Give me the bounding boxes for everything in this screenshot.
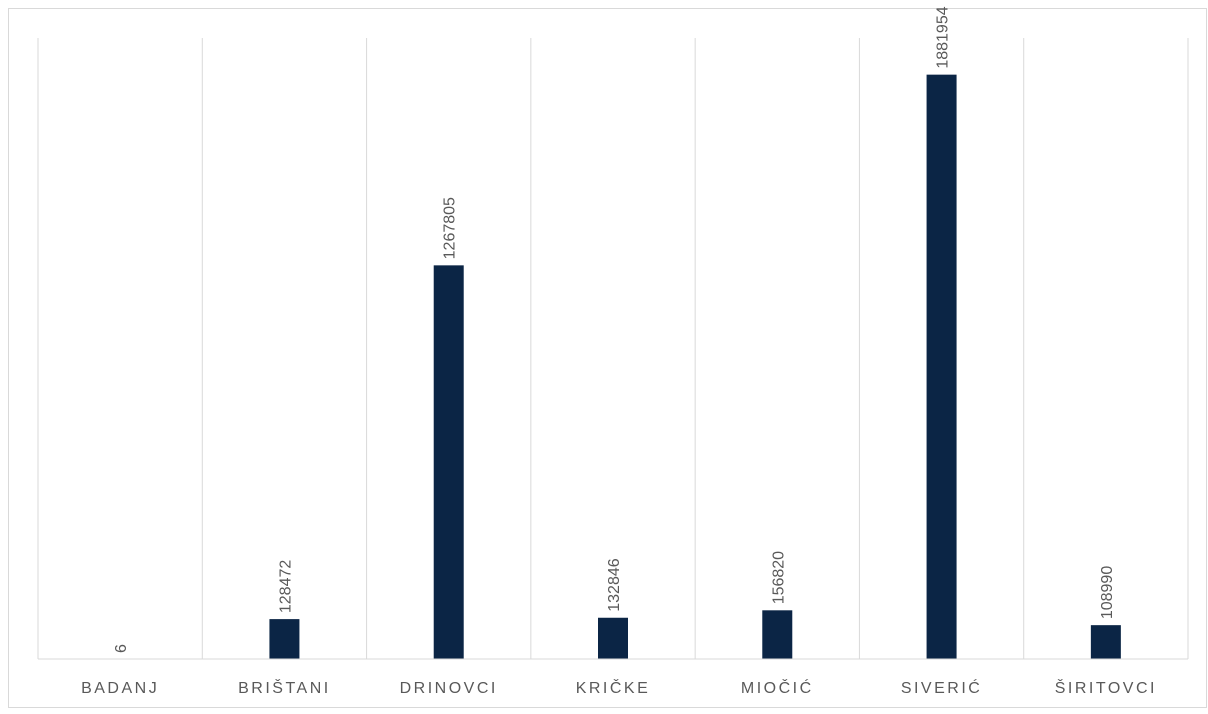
bar-1 <box>269 619 299 659</box>
data-label-3: 132846 <box>606 558 623 611</box>
data-label-4: 156820 <box>770 551 787 604</box>
x-tick-label-5: SIVERIĆ <box>901 678 983 697</box>
bar-6 <box>1091 625 1121 659</box>
x-tick-label-3: KRIČKE <box>576 678 651 697</box>
data-label-0: 6 <box>113 644 130 653</box>
x-tick-label-1: BRIŠTANI <box>238 678 331 697</box>
data-label-1: 128472 <box>277 560 294 613</box>
bar-5 <box>927 75 957 659</box>
x-tick-label-2: DRINOVCI <box>400 680 498 697</box>
x-tick-label-6: ŠIRITOVCI <box>1055 678 1157 697</box>
x-tick-label-4: MIOČIĆ <box>741 678 814 697</box>
data-label-2: 1267805 <box>442 197 459 259</box>
x-tick-label-0: BADANJ <box>81 680 159 697</box>
data-label-5: 1881954 <box>935 6 952 68</box>
bar-3 <box>598 618 628 659</box>
data-label-6: 108990 <box>1099 566 1116 619</box>
bar-4 <box>762 610 792 659</box>
bar-2 <box>434 265 464 659</box>
